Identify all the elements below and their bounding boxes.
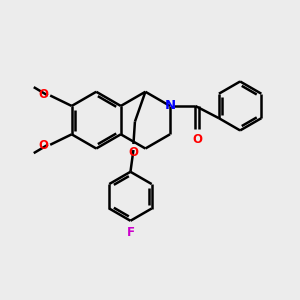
Text: O: O [38,88,48,101]
Text: N: N [164,100,175,112]
Text: O: O [38,139,48,152]
Text: O: O [192,133,202,146]
Text: F: F [127,226,134,239]
Text: O: O [128,146,138,158]
